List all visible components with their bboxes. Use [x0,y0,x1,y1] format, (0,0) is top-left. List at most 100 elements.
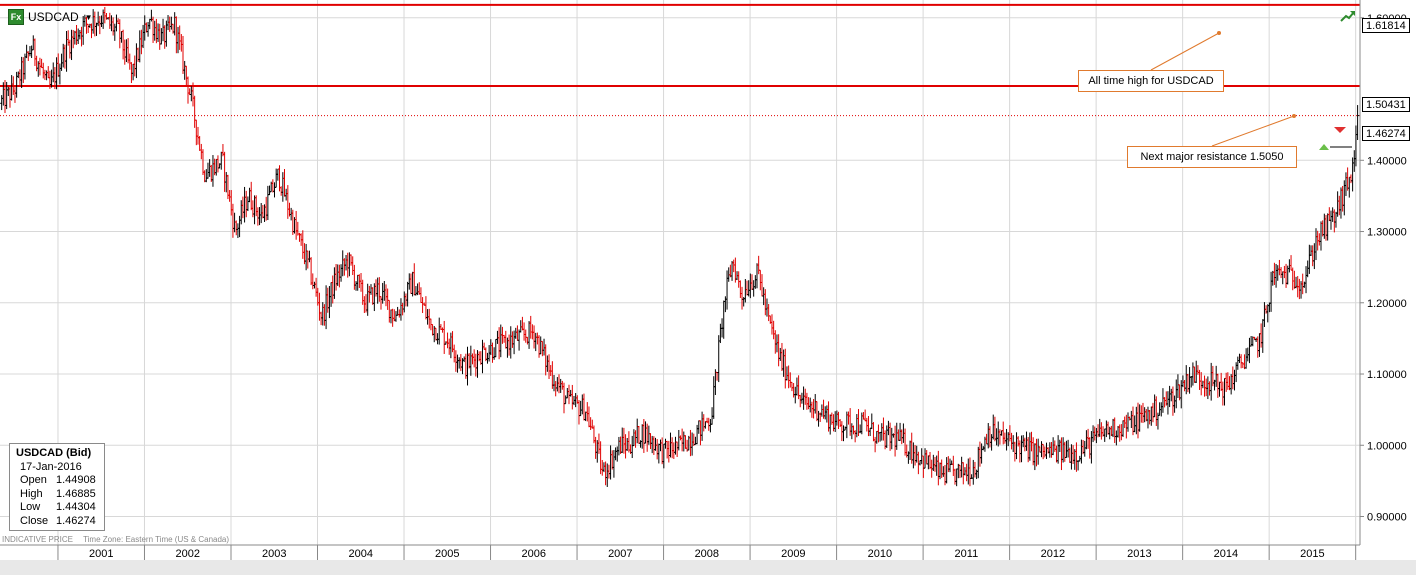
ohlc-bar [1136,402,1140,439]
ohlc-bar [421,297,425,314]
ohlc-bar [103,6,107,24]
ohlc-bar [1051,437,1055,456]
ohlc-bar [980,443,984,464]
ohlc-bar [1138,404,1142,432]
ohlc-bar [25,44,29,59]
ohlc-bar [1356,105,1360,140]
trend-arrow-icon[interactable] [1340,9,1356,23]
ohlc-bar [1146,406,1150,429]
ohlc-bar [1141,402,1145,423]
x-tick-label: 2009 [781,548,805,560]
ohlc-bar [527,321,531,349]
ohlc-bar [900,429,904,445]
ohlc-bar [16,71,20,79]
ohlc-bar [480,339,484,374]
ohlc-bar [1346,167,1350,191]
ohlc-bar [1183,379,1187,392]
ohlc-bar [504,330,508,349]
ohlc-bar [793,386,797,404]
ohlc-bar [1026,437,1030,463]
bottom-scrollbar[interactable] [0,560,1416,575]
ohlc-bar [545,355,549,372]
ohlc-bar [665,440,669,459]
y-tick-label: 0.90000 [1367,512,1407,524]
ohlc-bar [251,200,255,218]
ohlc-bar [910,432,914,464]
symbol-selector[interactable]: Fx USDCAD ▼ [8,8,93,26]
ohlc-bar [144,22,148,33]
ohlc-bar [918,460,922,466]
ohlc-bar [529,315,533,339]
ohlc-bar [1059,437,1063,471]
ohlc-bar [377,277,381,302]
ohlc-bar [15,71,19,98]
ohlc-bar [951,455,955,477]
ohlc-bar [871,422,875,442]
ohlc-bar [891,433,895,438]
ohlc-bar [346,252,350,278]
ohlc-bar [216,155,220,173]
y-tick-label: 1.20000 [1367,298,1407,310]
ohlc-bar [489,339,493,356]
ohlc-bar [472,349,476,368]
ohlc-bar [1336,191,1340,217]
ohlc-bar [317,292,321,321]
ohlc-bar [1302,281,1306,288]
ohlc-bar [1223,377,1227,406]
caret-down-icon[interactable]: ▼ [84,12,93,22]
resistance-annotation[interactable]: Next major resistance 1.5050 [1127,146,1297,168]
ohlc-bar [763,289,767,316]
ohlc-bar [780,342,784,372]
ohlc-bar [875,430,879,444]
ohlc-bar [767,304,771,322]
ohlc-bar [851,425,855,435]
ohlc-bar [143,15,147,41]
ohlc-bar [1221,381,1225,406]
ohlc-bar [580,394,584,415]
ohlc-bar [1203,375,1207,397]
ohlc-bar [10,75,14,101]
ohlc-bar [946,456,950,473]
ohlc-bar [567,384,571,405]
ath-annotation[interactable]: All time high for USDCAD [1078,70,1224,92]
ohlc-bar [173,12,177,36]
ohlc-bar [238,215,242,238]
ohlc-bar [30,45,34,59]
ohlc-bar [168,16,172,32]
ohlc-bar [725,270,729,310]
ohlc-bar [341,250,345,277]
ohlc-bar [312,281,316,289]
ohlc-bar [777,334,781,367]
ohlc-bar [743,278,747,303]
ohlc-bar [409,273,413,294]
ohlc-bar [311,273,315,290]
ohlc-bar [331,275,335,304]
ohlc-bar [925,450,929,465]
ohlc-bar [888,422,892,451]
ohlc-bar [1071,445,1075,464]
ohlc-bar [707,417,711,431]
ohlc-bar [532,325,536,349]
ohlc-bar [1033,443,1037,471]
ohlc-bar [276,168,280,181]
ohlc-bar [286,185,290,219]
ohlc-bar [469,345,473,376]
ohlc-bar [8,86,12,108]
ohlc-bar [391,308,395,327]
ohlc-bar [327,286,331,319]
ohlc-bar [627,431,631,453]
ohlc-bar [1038,446,1042,453]
ohlc-bar [1031,437,1035,466]
ohlc-bar [319,311,323,326]
ohlc-bar [482,342,486,350]
ohlc-bar [1003,432,1007,444]
ohlc-bar [738,280,742,298]
ohlc-bar [622,427,626,454]
ohlc-bar [1058,439,1062,452]
ohlc-bar [66,30,70,46]
ohlc-bar [590,419,594,429]
ohlc-bar [414,286,418,296]
ohlc-bar [474,353,478,377]
ohlc-bar [1231,366,1235,390]
